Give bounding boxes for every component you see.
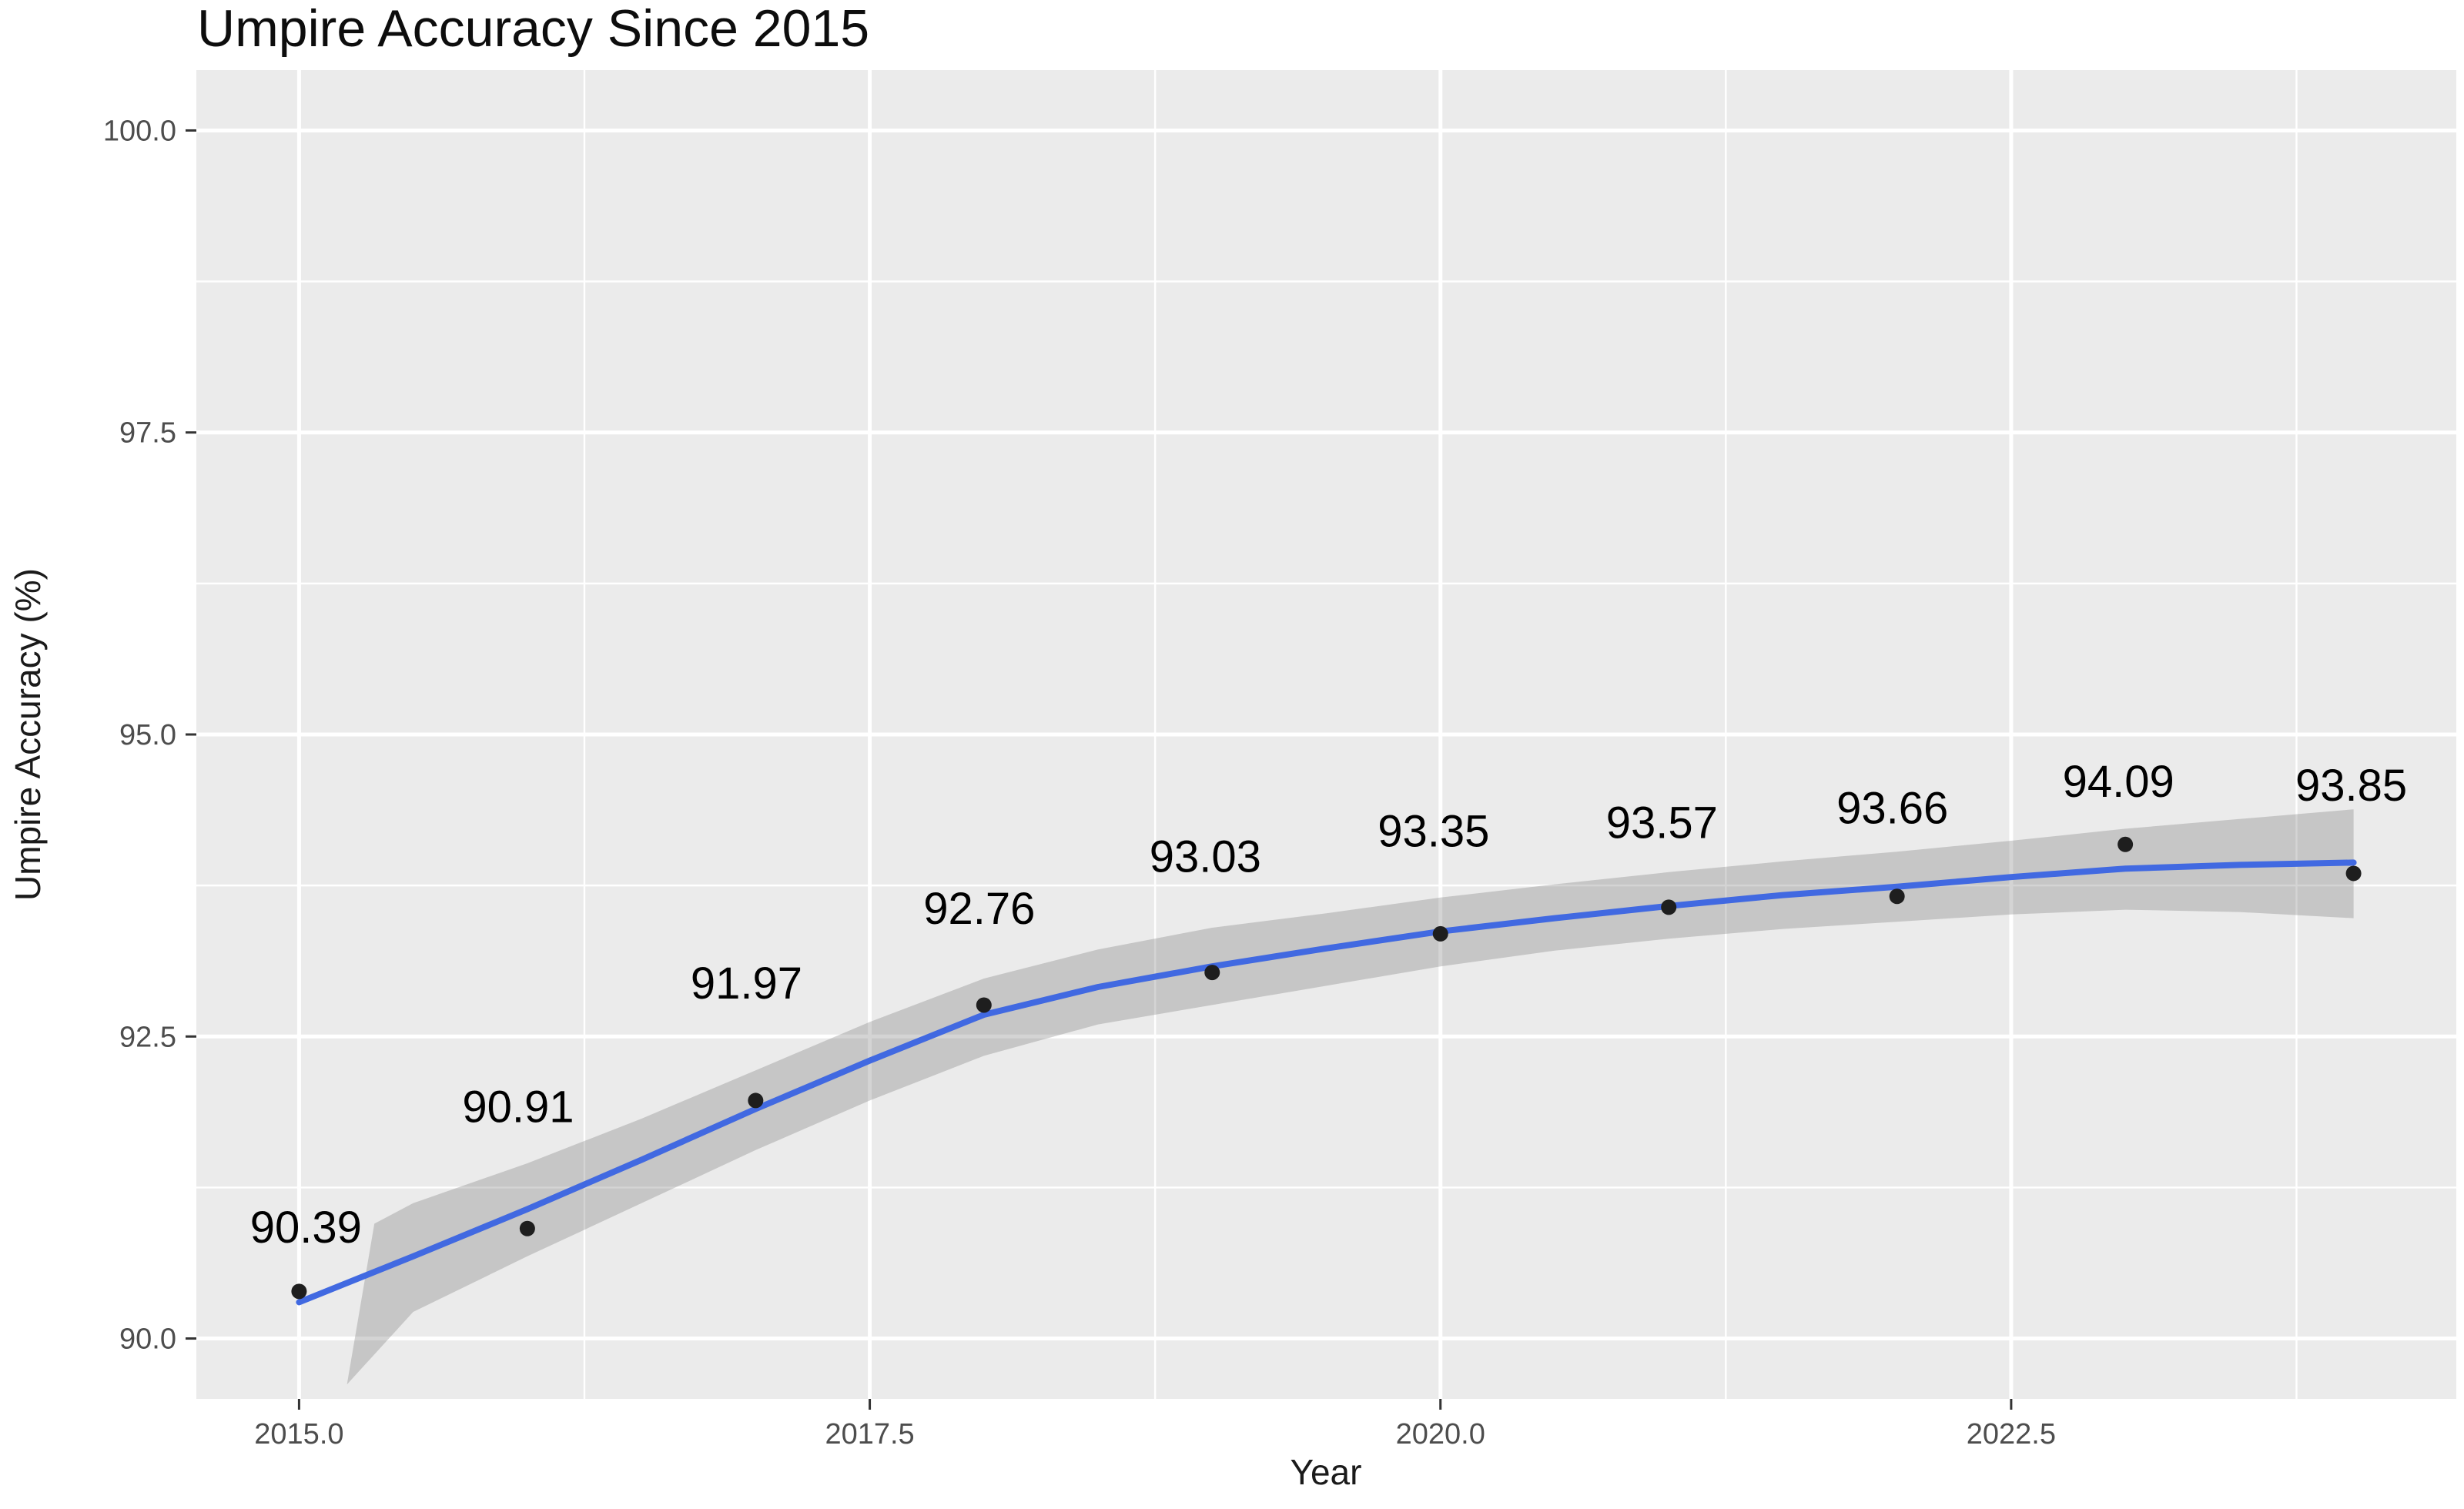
point-value-label: 90.91 xyxy=(462,1082,574,1132)
data-point xyxy=(1432,925,1448,942)
data-point xyxy=(519,1220,535,1236)
x-tick-label: 2020.0 xyxy=(1396,1418,1485,1450)
point-value-label: 93.03 xyxy=(1150,831,1261,882)
data-point xyxy=(291,1283,307,1300)
point-value-label: 93.85 xyxy=(2295,761,2407,811)
x-tick-label: 2022.5 xyxy=(1967,1418,2056,1450)
chart-title: Umpire Accuracy Since 2015 xyxy=(197,0,869,58)
data-point xyxy=(2118,836,2134,852)
x-axis-title: Year xyxy=(1291,1452,1362,1492)
data-point xyxy=(1661,899,1677,915)
y-tick-label: 100.0 xyxy=(103,115,176,147)
y-tick-label: 90.0 xyxy=(119,1323,176,1356)
x-tick-label: 2017.5 xyxy=(825,1418,914,1450)
point-value-label: 90.39 xyxy=(250,1203,362,1253)
point-value-label: 91.97 xyxy=(691,959,802,1009)
x-tick-label: 2015.0 xyxy=(254,1418,343,1450)
data-point xyxy=(1889,888,1905,905)
point-value-label: 93.66 xyxy=(1836,784,1948,834)
point-value-label: 93.35 xyxy=(1378,807,1489,857)
smooth-trend-line xyxy=(296,859,2357,1306)
y-tick-label: 95.0 xyxy=(119,719,176,751)
point-value-label: 94.09 xyxy=(2063,757,2174,807)
data-point xyxy=(748,1092,764,1109)
plot-area: 90.39 90.91 91.97 92.76 93.03 93.35 93.57 93.66… xyxy=(103,70,2456,1450)
data-point xyxy=(2345,865,2362,882)
y-axis-title: Umpire Accuracy (%) xyxy=(8,568,48,901)
data-point xyxy=(1204,965,1220,981)
y-tick-label: 92.5 xyxy=(119,1021,176,1053)
y-tick-label: 97.5 xyxy=(119,417,176,450)
point-value-label: 93.57 xyxy=(1606,798,1718,848)
data-point xyxy=(976,997,992,1013)
point-value-label: 92.76 xyxy=(923,884,1035,934)
